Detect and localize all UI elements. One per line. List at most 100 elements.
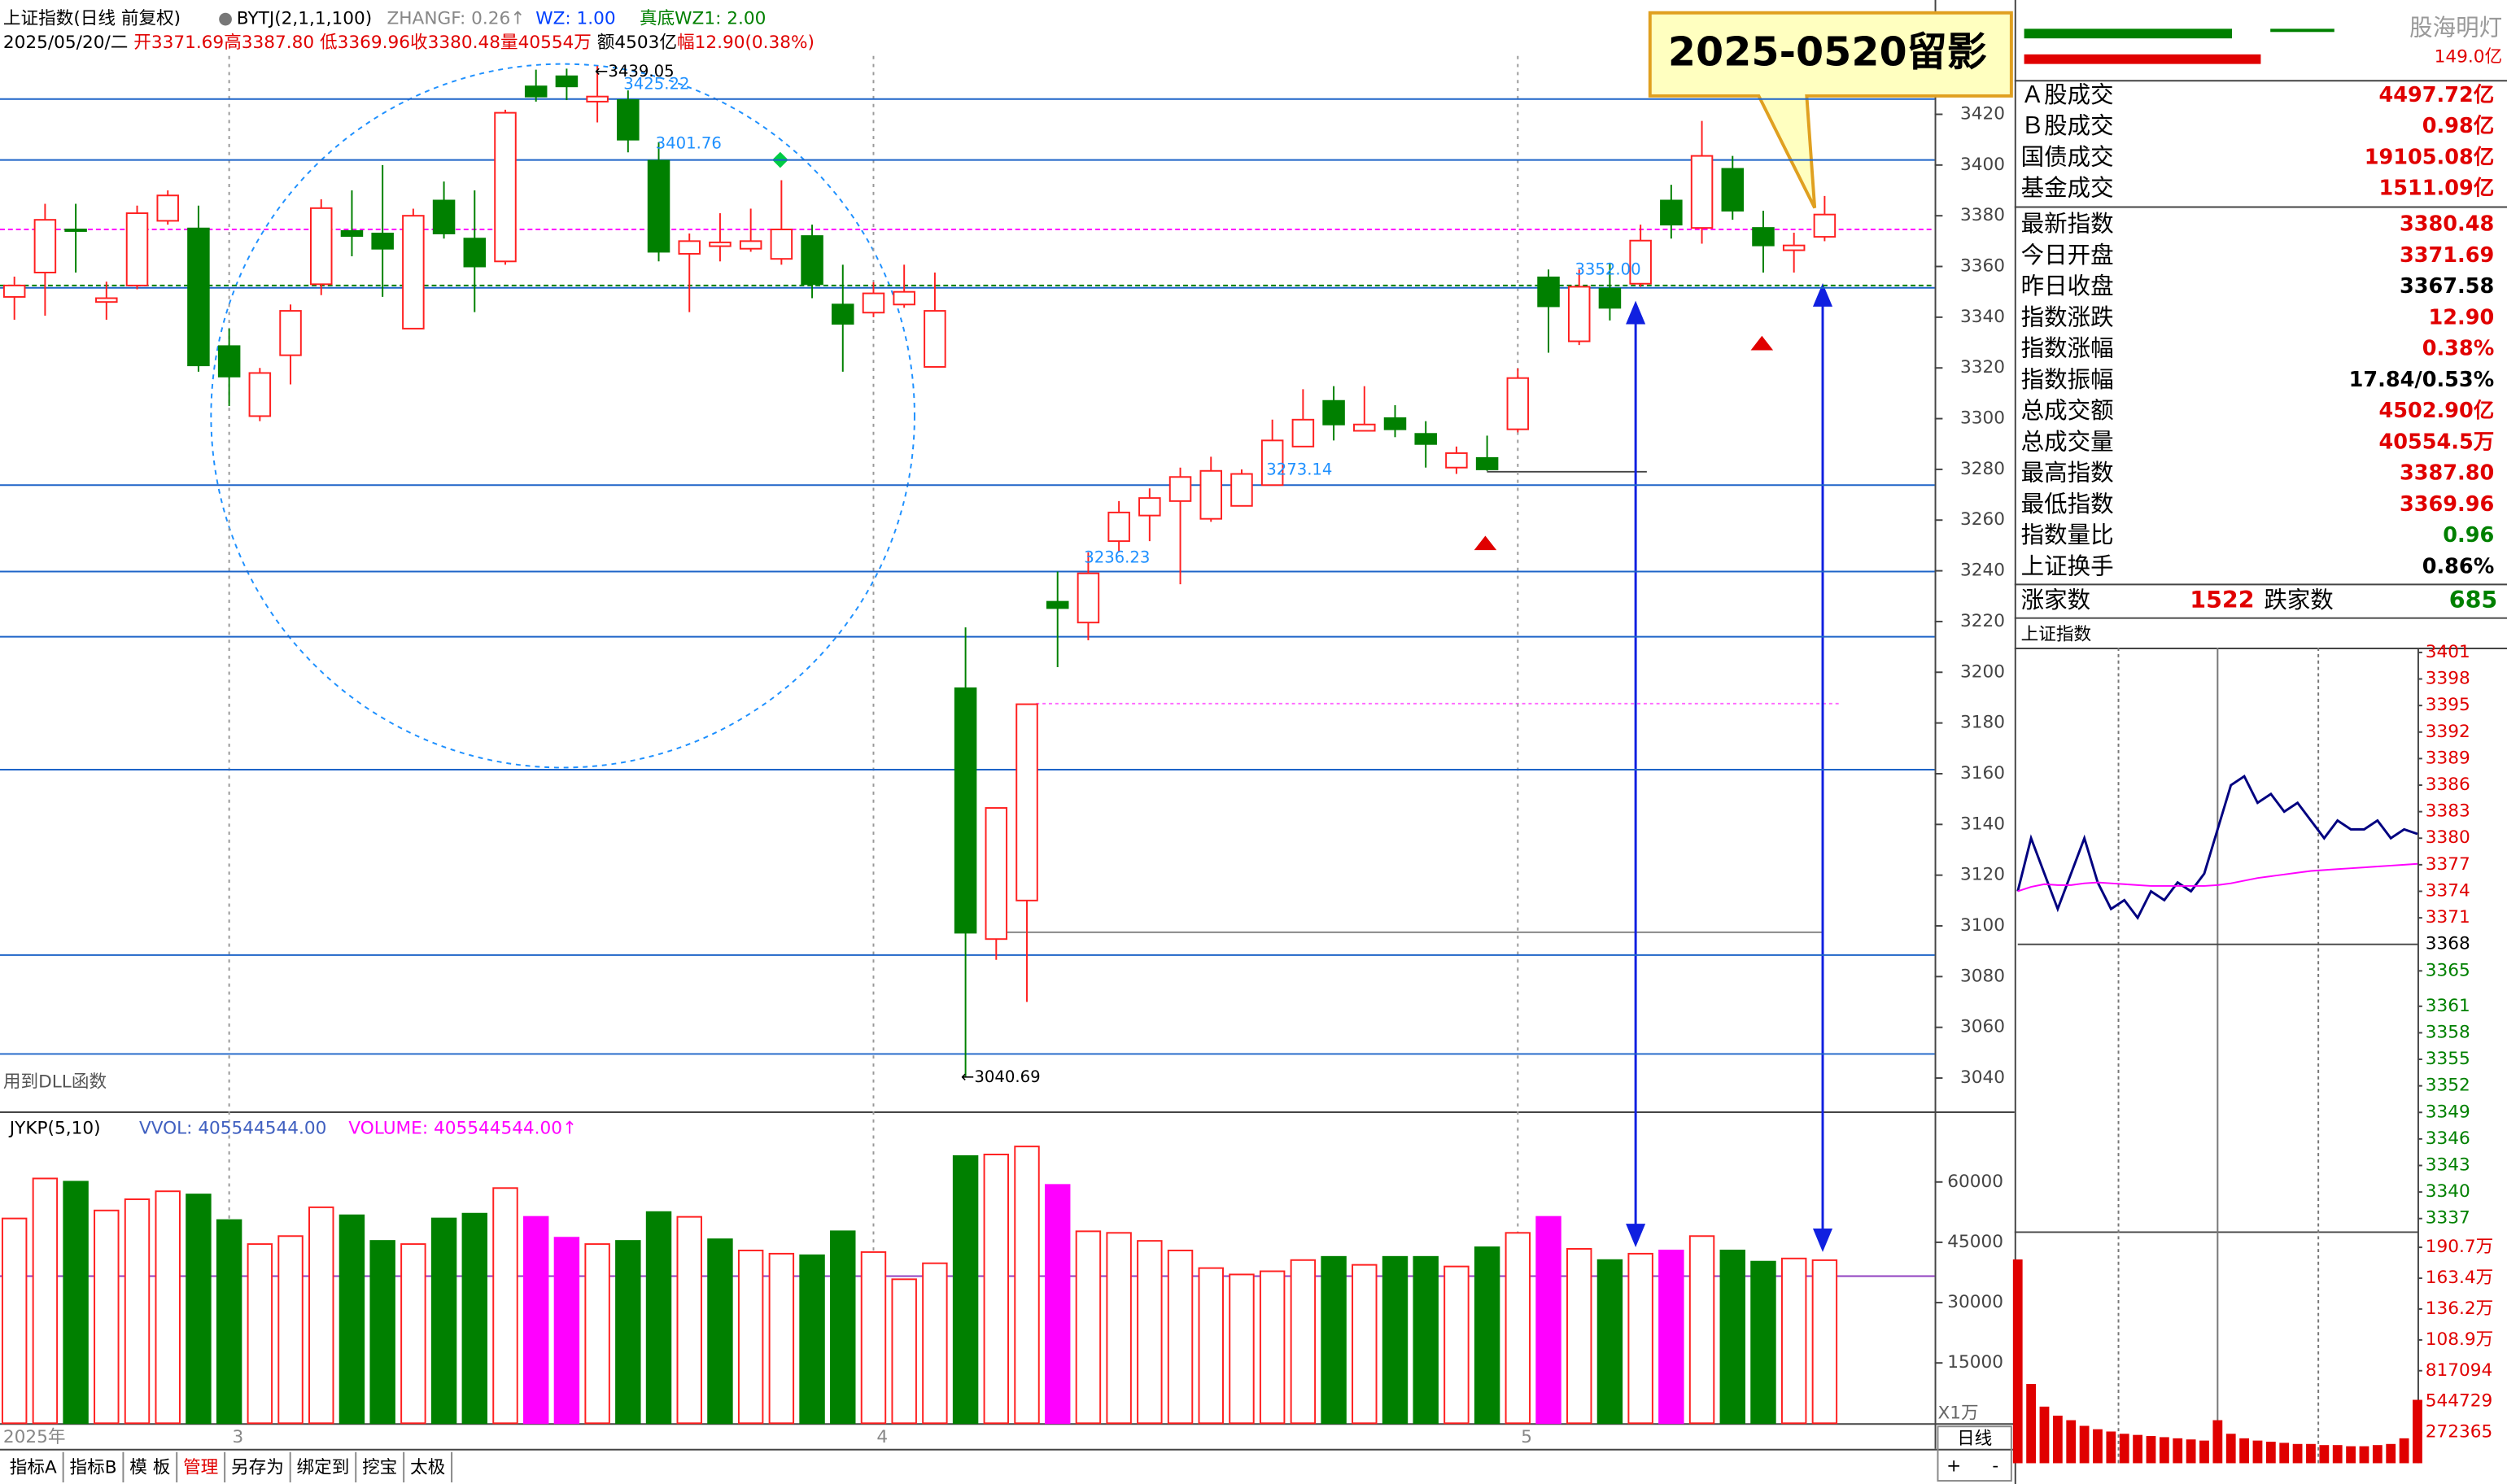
volume-bar: [2279, 1443, 2290, 1464]
candle-body: [647, 159, 670, 253]
tab[interactable]: 模 板: [129, 1457, 170, 1477]
y-tick-label: 3380: [1960, 205, 2005, 225]
open: 开3371.69: [133, 33, 224, 53]
stat-value: 0.86%: [2422, 554, 2495, 578]
y-tick-label: 3120: [1960, 865, 2005, 885]
candle-body: [801, 235, 823, 286]
tab[interactable]: 指标B: [70, 1457, 117, 1477]
y-tick-label: 3160: [1960, 763, 2005, 783]
indicator: BYTJ(2,1,1,100): [237, 9, 372, 29]
volume-bar: [1014, 1146, 1040, 1425]
volume-bar: [1137, 1240, 1163, 1425]
ratio-bar: [2024, 54, 2261, 64]
candle-body: [1353, 423, 1376, 432]
stat-value: 17.84/0.53%: [2349, 368, 2495, 392]
price-annotation: 3273.14: [1266, 460, 1332, 478]
y-tick-label: 3100: [1960, 915, 2005, 936]
y-tick-label: 3365: [2426, 960, 2470, 980]
callout-box: [1648, 11, 2013, 209]
y-tick-label: 3343: [2426, 1154, 2470, 1175]
tab[interactable]: 挖宝: [362, 1457, 397, 1477]
y-tick-label: 3340: [2426, 1181, 2470, 1202]
stat-label: 最高指数: [2021, 460, 2114, 487]
volume-bar: [2386, 1443, 2396, 1464]
volume-bar: [2093, 1429, 2103, 1464]
y-tick-label: 3360: [1960, 256, 2005, 277]
candle-body: [678, 240, 701, 255]
volume-bar: [2359, 1446, 2369, 1464]
stat-label: 昨日收盘: [2021, 273, 2114, 299]
volume-bar: [2372, 1445, 2383, 1464]
volume-bar: [2292, 1443, 2303, 1464]
quote-line: 2025/05/20/二 开3371.69高3387.80 低3369.96收3…: [3, 33, 815, 53]
period[interactable]: 日线: [1957, 1429, 1992, 1449]
date: 2025/05/20/二: [3, 33, 128, 53]
volume-bar: [922, 1262, 948, 1425]
volume-bar: [737, 1249, 764, 1425]
volume-bar: [1811, 1259, 1838, 1425]
candle-body: [1077, 572, 1100, 624]
x-tick-label: 3: [233, 1427, 244, 1447]
period-box: [1937, 1425, 2012, 1482]
volume-bar: [1106, 1232, 1132, 1425]
zoom-in[interactable]: +: [1946, 1456, 1961, 1476]
volume-bar: [1750, 1260, 1776, 1425]
volume-bar: [2225, 1434, 2236, 1464]
stat-value: 4497.72亿: [2378, 83, 2494, 107]
volume-bar: [2319, 1445, 2330, 1464]
candle-body: [1383, 417, 1407, 430]
stat-value: 0.96: [2443, 523, 2494, 548]
price-annotation: 3425.22: [623, 75, 689, 94]
volume-bar: [2026, 1384, 2037, 1464]
intraday-title: 上证指数: [2021, 624, 2091, 644]
tab[interactable]: 绑定到: [297, 1457, 350, 1477]
candle-body: [617, 99, 640, 141]
stat-value: 3387.80: [2400, 461, 2494, 486]
tab[interactable]: 太极: [410, 1457, 445, 1477]
signal-up: [1474, 535, 1497, 551]
volume-bar: [1198, 1267, 1224, 1425]
volume-bar: [1627, 1252, 1653, 1425]
y-tick-label: 272365: [2426, 1422, 2492, 1443]
volume-bar: [1321, 1255, 1347, 1425]
brand: 股海明灯: [2409, 14, 2502, 41]
candle-body: [985, 807, 1008, 941]
arrow-head: [1812, 1229, 1833, 1252]
tab[interactable]: 指标A: [10, 1457, 57, 1477]
volume-bar: [1688, 1235, 1715, 1425]
stat-label: 最低指数: [2021, 491, 2114, 517]
stat-value: 12.90: [2429, 305, 2495, 330]
tab[interactable]: 管理: [183, 1457, 218, 1477]
volume-bar: [492, 1187, 518, 1425]
candle-body: [1721, 168, 1745, 212]
volume-bar: [2346, 1446, 2356, 1464]
stat-label: 总成交额: [2021, 397, 2114, 424]
stat-label: Ａ股成交: [2021, 81, 2114, 108]
volume-bar: [2119, 1434, 2129, 1464]
volume-bar: [1443, 1265, 1470, 1425]
y-tick-label: 3395: [2426, 695, 2470, 715]
volume-bar: [400, 1243, 426, 1425]
candle-body: [524, 85, 548, 98]
candle-body: [893, 290, 915, 306]
volume-bar: [2066, 1420, 2077, 1464]
y-tick-label: 3352: [2426, 1076, 2470, 1096]
legend-entry: VOLUME: 405544544.00↑: [348, 1119, 577, 1139]
icon: [219, 12, 232, 26]
candle-body: [832, 303, 854, 325]
tab-bar: 指标A 指标B 模 板管理 另存为 绑定到 挖宝 太极: [10, 1451, 453, 1483]
volume-bar: [2252, 1440, 2263, 1464]
volume-bar: [2413, 1399, 2422, 1464]
y-tick-label: 544729: [2426, 1391, 2492, 1412]
y-tick-label: 3383: [2426, 801, 2470, 822]
signal-up: [1750, 335, 1774, 351]
candle-body: [1322, 399, 1345, 426]
volume-bar: [522, 1216, 549, 1425]
stat-value: 4502.90亿: [2378, 399, 2494, 423]
volume-bar: [584, 1243, 610, 1425]
tab[interactable]: 另存为: [231, 1457, 284, 1477]
zoom-out[interactable]: -: [1992, 1456, 1998, 1476]
volume-bar: [430, 1217, 457, 1425]
